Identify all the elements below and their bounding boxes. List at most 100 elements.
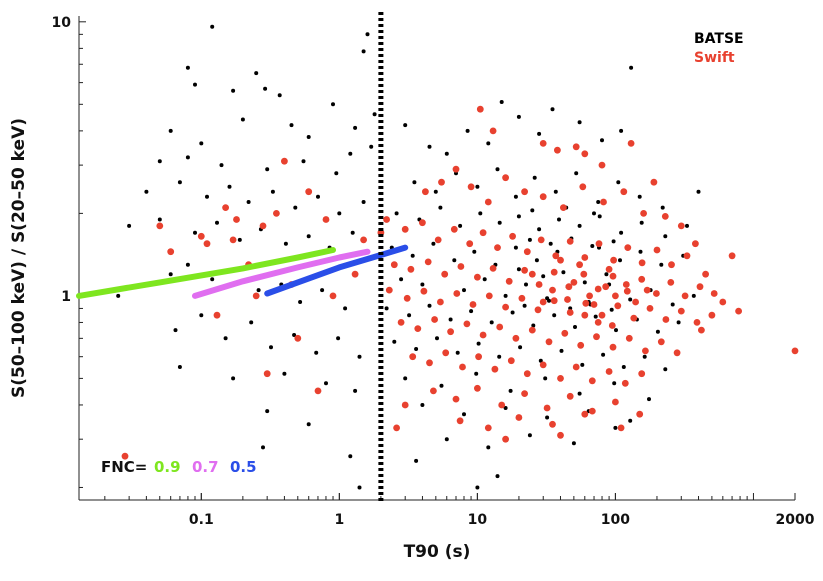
swift-point	[692, 240, 699, 248]
legend-label-batse: BATSE	[694, 31, 744, 47]
batse-point	[265, 409, 270, 414]
batse-point	[438, 205, 443, 210]
swift-point	[523, 248, 531, 256]
legend-label-swift: Swift	[694, 50, 735, 66]
batse-point	[600, 138, 604, 143]
swift-point	[385, 286, 393, 294]
swift-point	[502, 435, 509, 443]
swift-point	[735, 307, 742, 315]
x-tick-label: 1	[334, 512, 344, 528]
batse-point	[670, 302, 675, 307]
batse-point	[472, 249, 477, 254]
swift-point	[390, 261, 398, 269]
batse-point	[246, 200, 251, 204]
swift-point	[605, 368, 613, 375]
batse-point	[596, 200, 601, 204]
swift-point	[696, 283, 704, 291]
swift-point	[719, 298, 727, 306]
batse-point	[384, 306, 389, 311]
swift-point	[521, 390, 528, 397]
swift-point	[213, 311, 221, 319]
swift-point	[197, 232, 205, 240]
batse-point	[372, 112, 377, 117]
swift-point	[515, 414, 523, 421]
batse-point	[357, 354, 362, 359]
swift-point	[560, 204, 567, 212]
swift-point	[281, 157, 288, 165]
batse-point	[530, 208, 535, 213]
batse-point	[611, 239, 616, 244]
batse-point	[543, 376, 548, 381]
batse-point	[577, 223, 582, 228]
batse-point	[316, 194, 320, 199]
swift-point	[572, 363, 580, 371]
batse-point	[350, 230, 355, 235]
y-tick-label: 10	[52, 15, 72, 31]
batse-point	[609, 307, 614, 312]
swift-point	[476, 105, 484, 113]
fnc-legend-value-0-7: 0.7	[192, 458, 219, 476]
batse-point	[269, 345, 273, 350]
swift-point	[397, 319, 405, 326]
swift-point	[539, 140, 547, 147]
swift-point	[595, 240, 603, 248]
swift-point	[550, 268, 558, 276]
swift-point	[683, 252, 691, 260]
swift-point	[581, 410, 589, 418]
batse-point	[522, 303, 527, 308]
batse-point	[527, 237, 532, 242]
swift-point	[623, 287, 631, 295]
batse-point	[263, 86, 268, 91]
batse-point	[495, 167, 500, 172]
batse-point	[357, 485, 362, 490]
swift-point	[586, 292, 593, 300]
swift-point	[489, 127, 497, 135]
swift-point	[554, 146, 561, 154]
batse-point	[301, 159, 306, 164]
batse-point	[403, 376, 408, 381]
swift-point	[407, 265, 415, 273]
swift-point	[638, 259, 646, 267]
swift-point	[557, 431, 564, 439]
batse-point	[655, 329, 660, 334]
swift-point	[535, 281, 543, 288]
swift-point	[593, 333, 600, 341]
batse-point	[173, 328, 178, 333]
x-axis-ticks: 0.1 1 10 100 2000	[104, 493, 815, 528]
batse-point	[503, 406, 508, 410]
swift-point	[203, 240, 211, 248]
batse-point	[261, 445, 265, 450]
swift-point	[431, 316, 438, 323]
swift-point	[638, 275, 646, 283]
batse-point	[497, 354, 502, 359]
swift-point	[156, 222, 164, 230]
swift-point	[693, 319, 701, 326]
swift-point	[594, 319, 602, 326]
batse-point	[616, 180, 621, 185]
swift-point	[441, 270, 449, 278]
x-tick-label: 10	[468, 512, 488, 528]
batse-point	[628, 297, 633, 302]
batse-point	[553, 189, 558, 194]
swift-point	[474, 384, 481, 392]
swift-point	[496, 323, 504, 331]
swift-point	[566, 309, 574, 316]
fnc-curve-0-9	[76, 247, 336, 299]
batse-point	[412, 180, 417, 185]
batse-point	[474, 371, 479, 376]
fnc-legend-value-0-5: 0.5	[230, 458, 257, 476]
batse-point	[219, 163, 224, 168]
swift-point	[614, 302, 622, 310]
swift-point	[708, 311, 716, 319]
batse-point	[518, 345, 523, 350]
x-tick-label: 100	[601, 512, 630, 528]
batse-point	[365, 32, 370, 37]
batse-point	[199, 313, 204, 318]
swift-point	[528, 326, 536, 334]
swift-point	[401, 401, 409, 409]
swift-point	[479, 229, 487, 237]
batse-point	[223, 336, 228, 341]
batse-point	[660, 205, 665, 210]
batse-point	[513, 245, 518, 250]
batse-point	[476, 341, 481, 346]
